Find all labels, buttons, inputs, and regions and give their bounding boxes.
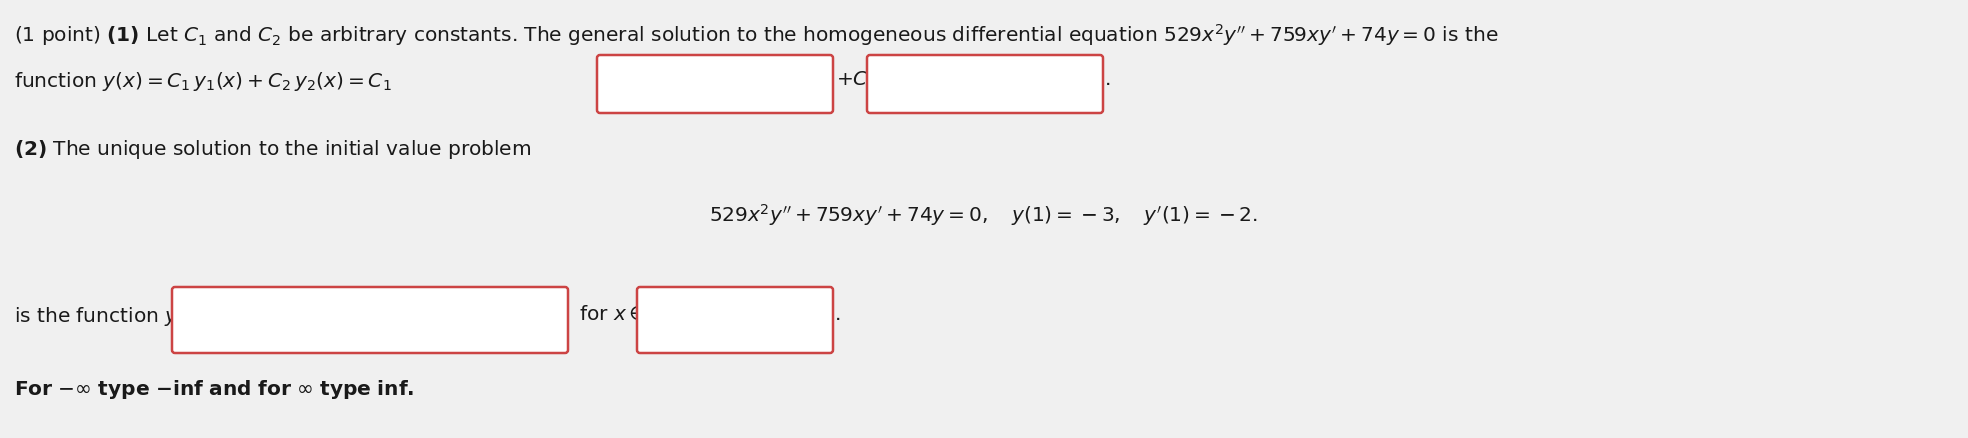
Text: (1 point) $\mathbf{(1)}$ Let $C_1$ and $C_2$ be arbitrary constants. The general: (1 point) $\mathbf{(1)}$ Let $C_1$ and $… bbox=[14, 22, 1498, 48]
Text: $\mathbf{(2)}$ The unique solution to the initial value problem: $\mathbf{(2)}$ The unique solution to th… bbox=[14, 138, 531, 161]
FancyBboxPatch shape bbox=[171, 287, 569, 353]
Text: function $y(x) = C_1\, y_1(x) + C_2\, y_2(x) = C_1$: function $y(x) = C_1\, y_1(x) + C_2\, y_… bbox=[14, 70, 392, 93]
Text: is the function $y(x) =$: is the function $y(x) =$ bbox=[14, 305, 224, 328]
Text: for $x \in$: for $x \in$ bbox=[579, 305, 647, 324]
FancyBboxPatch shape bbox=[868, 55, 1102, 113]
Text: .: . bbox=[834, 305, 842, 324]
Text: .: . bbox=[1104, 70, 1112, 89]
Text: $\mathbf{For}$ $-\infty$ $\mathbf{type\ {-inf}\ and\ for}$ $\infty$ $\mathbf{typ: $\mathbf{For}$ $-\infty$ $\mathbf{type\ … bbox=[14, 378, 415, 401]
FancyBboxPatch shape bbox=[638, 287, 832, 353]
FancyBboxPatch shape bbox=[596, 55, 832, 113]
Text: $+C_2$: $+C_2$ bbox=[836, 70, 876, 91]
Text: $529x^2y'' + 759xy' + 74y = 0, \quad y(1) = -3, \quad y'(1) = -2.$: $529x^2y'' + 759xy' + 74y = 0, \quad y(1… bbox=[710, 202, 1258, 228]
